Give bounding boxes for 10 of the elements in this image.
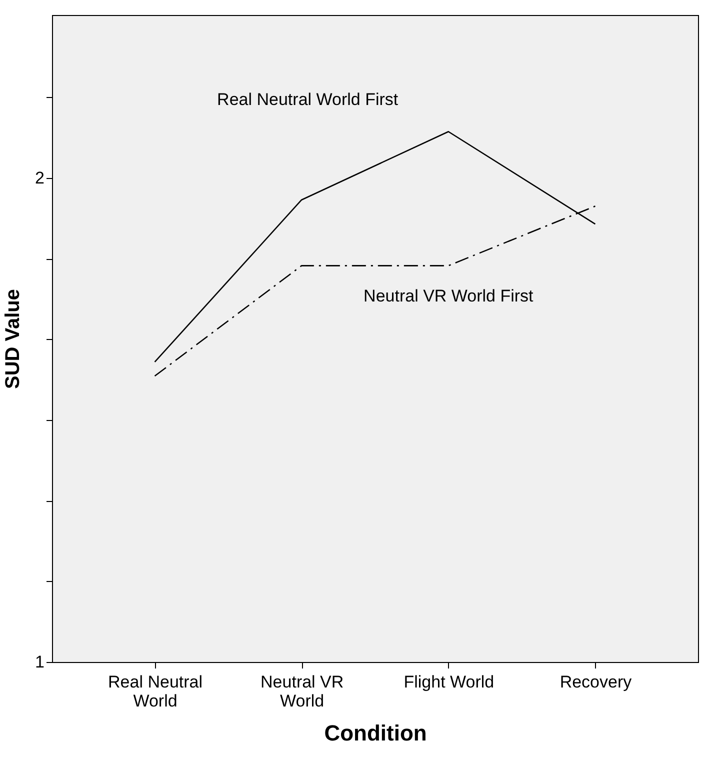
y-axis-title: SUD Value <box>2 288 24 390</box>
x-tick-label: Real Neutral World <box>108 672 203 710</box>
x-axis-title: Condition <box>324 720 427 746</box>
x-tick-label: Flight World <box>404 672 494 692</box>
y-tick-label: 2 <box>35 168 44 188</box>
x-tick-label: Recovery <box>560 672 632 692</box>
text: Real Neutral World First <box>217 90 398 109</box>
series-label: Neutral VR World First <box>364 286 534 306</box>
y-tick-label: 1 <box>35 652 44 672</box>
x-tick-label: Neutral VR World <box>260 672 344 710</box>
